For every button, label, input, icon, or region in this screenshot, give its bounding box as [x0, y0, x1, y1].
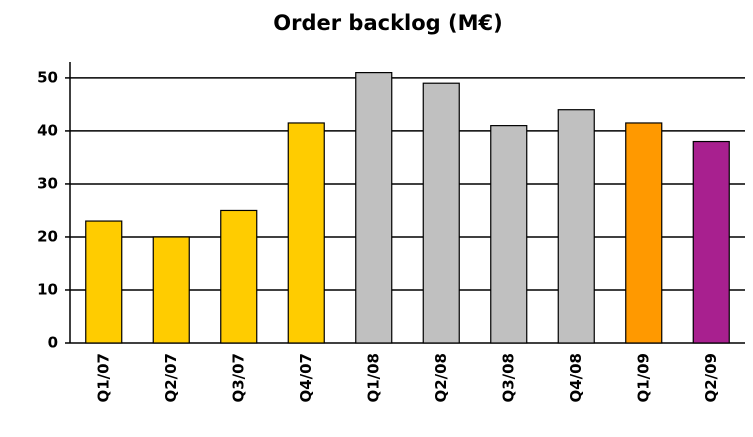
y-tick-label: 30 — [37, 174, 58, 192]
bar — [85, 220, 123, 344]
x-tick-label: Q1/08 — [364, 353, 382, 403]
bar — [220, 209, 258, 344]
x-tick-label: Q1/09 — [634, 353, 652, 403]
bar — [692, 140, 730, 344]
chart-title: Order backlog (M€) — [273, 11, 502, 35]
x-tick-label: Q3/07 — [229, 353, 247, 403]
bar — [152, 236, 190, 344]
bar — [557, 109, 595, 344]
y-tick-label: 10 — [37, 280, 58, 298]
x-tick-label: Q4/08 — [567, 353, 585, 403]
bar — [625, 122, 663, 344]
x-tick-label: Q2/09 — [702, 353, 720, 403]
y-tick-label: 20 — [37, 227, 58, 245]
bar — [490, 125, 528, 344]
x-tick-label: Q2/08 — [432, 353, 450, 403]
x-tick-label: Q4/07 — [297, 353, 315, 403]
y-tick-label: 0 — [48, 334, 58, 352]
y-tick-label: 40 — [37, 121, 58, 139]
x-tick-label: Q3/08 — [499, 353, 517, 403]
bar — [287, 122, 325, 344]
bar — [422, 82, 460, 344]
x-tick-label: Q1/07 — [94, 353, 112, 403]
y-tick-label: 50 — [37, 68, 58, 86]
bar — [355, 72, 393, 344]
x-tick-label: Q2/07 — [162, 353, 180, 403]
